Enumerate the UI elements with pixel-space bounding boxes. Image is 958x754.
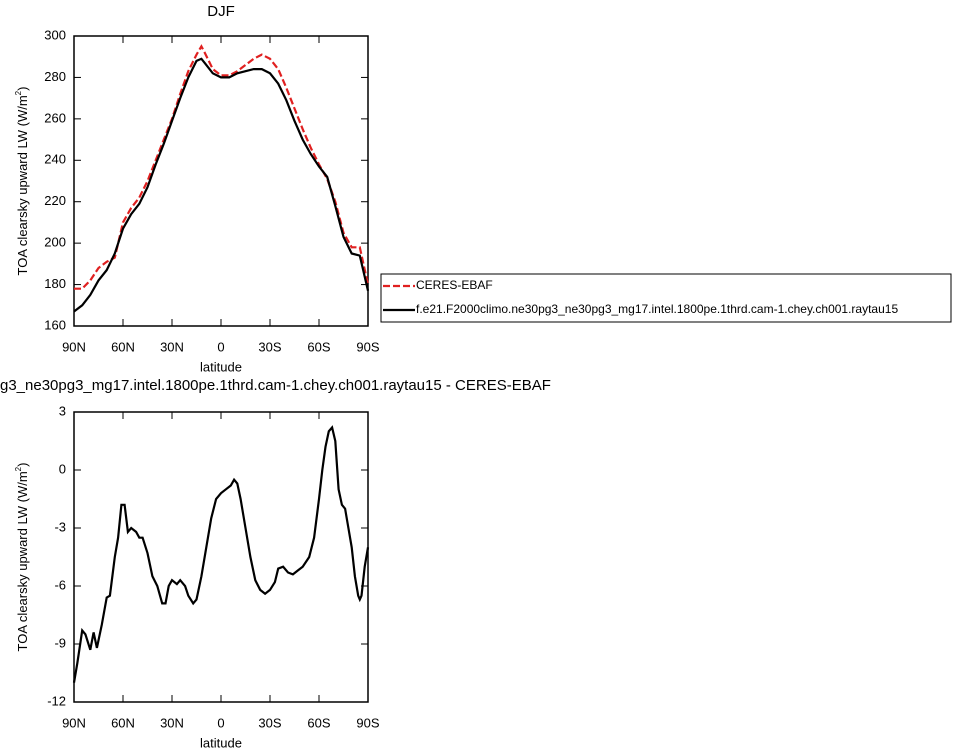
y-axis-label: TOA clearsky upward LW (W/m2) — [14, 463, 30, 652]
y-tick-label: -3 — [54, 519, 66, 534]
legend-box — [380, 273, 952, 323]
chart-title: g3_ne30pg3_mg17.intel.1800pe.1thrd.cam-1… — [0, 377, 551, 394]
data-line — [72, 425, 370, 683]
y-label-tail: ) — [15, 463, 30, 467]
y-tick-label: -9 — [54, 635, 66, 650]
x-tick-label: 30N — [160, 339, 184, 354]
y-tick-label: 200 — [44, 235, 66, 250]
y-label-sup: 2 — [14, 90, 23, 95]
x-tick-label: 60N — [111, 339, 135, 354]
legend-label: f.e21.F2000climo.ne30pg3_ne30pg3_mg17.in… — [416, 302, 898, 316]
x-tick-label: 90N — [62, 715, 86, 730]
y-label-tail: ) — [15, 87, 30, 91]
data-line — [74, 44, 370, 290]
y-axis-label: TOA clearsky upward LW (W/m2) — [14, 87, 30, 276]
x-tick-label: 30S — [258, 339, 281, 354]
y-tick-label: 160 — [44, 317, 66, 332]
y-tick-label: 3 — [59, 403, 66, 418]
y-label-text: TOA clearsky upward LW (W/m — [15, 471, 30, 651]
chart-title: DJF — [207, 3, 235, 20]
y-tick-label: 280 — [44, 69, 66, 84]
y-tick-label: -6 — [54, 577, 66, 592]
y-tick-label: 240 — [44, 152, 66, 167]
x-tick-label: 60S — [307, 715, 330, 730]
y-tick-label: 180 — [44, 276, 66, 291]
y-label-sup: 2 — [14, 466, 23, 471]
y-tick-label: 0 — [59, 461, 66, 476]
x-tick-label: 30S — [258, 715, 281, 730]
x-axis-label: latitude — [200, 359, 242, 374]
x-tick-label: 0 — [217, 715, 224, 730]
x-tick-label: 90S — [356, 715, 379, 730]
y-tick-label: -12 — [47, 693, 66, 708]
x-tick-label: 30N — [160, 715, 184, 730]
x-tick-label: 60S — [307, 339, 330, 354]
x-tick-label: 90S — [356, 339, 379, 354]
x-tick-label: 90N — [62, 339, 86, 354]
y-label-text: TOA clearsky upward LW (W/m — [15, 95, 30, 275]
x-axis-label: latitude — [200, 735, 242, 750]
y-tick-label: 260 — [44, 110, 66, 125]
y-tick-label: 220 — [44, 193, 66, 208]
legend-label: CERES-EBAF — [416, 278, 493, 292]
x-tick-label: 60N — [111, 715, 135, 730]
data-line — [73, 57, 370, 313]
plot-frame — [73, 35, 369, 327]
x-tick-label: 0 — [217, 339, 224, 354]
y-tick-label: 300 — [44, 27, 66, 42]
